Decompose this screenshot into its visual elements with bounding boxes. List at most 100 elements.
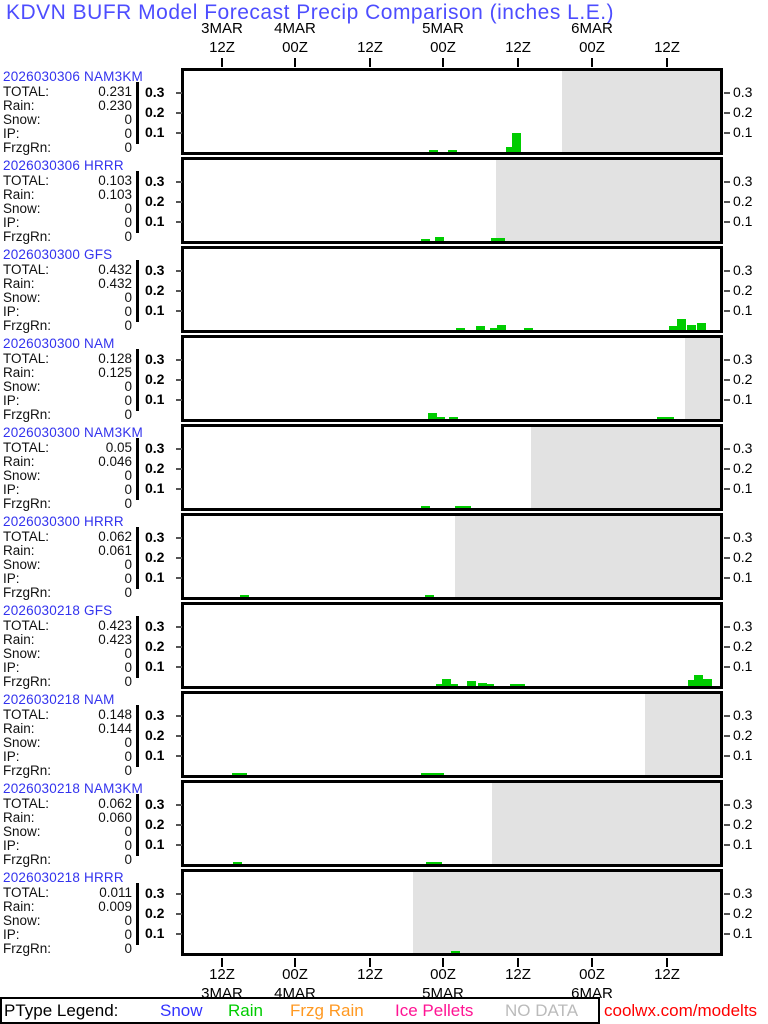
stats-divider (136, 883, 139, 945)
stats-divider (136, 705, 139, 767)
y-axis-label-right: 0.3 (733, 618, 753, 634)
plot-area (181, 68, 723, 155)
panel-model-header: 2026030218 NAM3KM (3, 781, 143, 796)
bottom-axis-tick (221, 958, 223, 967)
stat-label-total: TOTAL: (3, 707, 50, 722)
y-axis-tick-right (724, 804, 730, 806)
stat-label-snow: Snow: (3, 468, 41, 483)
stat-value-ip: 0 (124, 838, 132, 853)
precip-bar (421, 506, 431, 508)
stat-value-total: 0.231 (98, 84, 132, 99)
y-axis-tick-left (176, 359, 182, 361)
top-axis-day-label: 5MAR (422, 20, 464, 37)
top-axis-hour-label: 12Z (654, 39, 680, 56)
y-axis-tick-right (724, 933, 730, 935)
y-axis-tick-right (724, 112, 730, 114)
stat-label-snow: Snow: (3, 913, 41, 928)
y-axis-label-right: 0.3 (733, 262, 753, 278)
stat-value-ip: 0 (124, 482, 132, 497)
top-axis-hour-label: 00Z (430, 39, 456, 56)
precip-bar (476, 325, 486, 330)
stat-value-rain: 0.046 (98, 454, 132, 469)
top-axis-tick (517, 58, 519, 67)
stat-label-rain: Rain: (3, 98, 35, 113)
forecast-panel: 2026030218 HRRR TOTAL: 0.011 Rain: 0.009 Snow… (0, 869, 768, 958)
precip-bar (427, 772, 437, 775)
y-axis-tick-left (176, 804, 182, 806)
stat-value-rain: 0.423 (98, 632, 132, 647)
top-axis-day-label: 6MAR (571, 20, 613, 37)
y-axis-tick-left (176, 468, 182, 470)
credit-link[interactable]: coolwx.com/modelts (604, 1001, 758, 1020)
stats-divider (136, 438, 139, 500)
y-axis-label-right: 0.2 (733, 727, 753, 743)
y-axis-tick-right (724, 913, 730, 915)
stat-value-total: 0.432 (98, 262, 132, 277)
y-axis-label-right: 0.3 (733, 173, 753, 189)
y-axis-label-left: 0.3 (145, 84, 165, 100)
y-axis-label-left: 0.3 (145, 351, 165, 367)
stat-value-rain: 0.230 (98, 98, 132, 113)
y-axis-tick-right (724, 577, 730, 579)
stat-value-frzgrn: 0 (124, 229, 132, 244)
panel-model-header: 2026030300 HRRR (3, 514, 124, 529)
y-axis-label-right: 0.1 (733, 747, 753, 763)
no-data-region (685, 338, 720, 419)
y-axis-tick-left (176, 201, 182, 203)
y-axis-label-left: 0.1 (145, 213, 165, 229)
stat-value-ip: 0 (124, 126, 132, 141)
stat-label-total: TOTAL: (3, 796, 50, 811)
plot-area (181, 780, 723, 867)
stat-value-snow: 0 (124, 557, 132, 572)
legend-item-ice-pellets: Ice Pellets (395, 1001, 474, 1020)
y-axis-label-right: 0.3 (733, 84, 753, 100)
y-axis-label-right: 0.1 (733, 302, 753, 318)
y-axis-label-right: 0.3 (733, 796, 753, 812)
y-axis-tick-left (176, 933, 182, 935)
stat-label-ip: IP: (3, 571, 20, 586)
y-axis-label-left: 0.3 (145, 796, 165, 812)
y-axis-label-left: 0.2 (145, 193, 165, 209)
stat-label-frzgrn: FrzgRn: (3, 763, 52, 778)
panel-model-header: 2026030218 HRRR (3, 870, 124, 885)
y-axis-tick-left (176, 715, 182, 717)
precip-bar (449, 417, 459, 419)
panel-model-header: 2026030300 NAM (3, 336, 115, 351)
y-axis-tick-right (724, 290, 730, 292)
stat-value-snow: 0 (124, 201, 132, 216)
stat-label-frzgrn: FrzgRn: (3, 852, 52, 867)
stat-label-snow: Snow: (3, 646, 41, 661)
plot-area (181, 424, 723, 511)
y-axis-tick-right (724, 893, 730, 895)
stat-label-frzgrn: FrzgRn: (3, 674, 52, 689)
bottom-axis-tick (666, 958, 668, 967)
stat-label-ip: IP: (3, 126, 20, 141)
bottom-axis-hour-label: 00Z (430, 966, 456, 983)
stat-label-total: TOTAL: (3, 351, 50, 366)
y-axis-label-left: 0.3 (145, 173, 165, 189)
stat-value-snow: 0 (124, 735, 132, 750)
y-axis-label-left: 0.2 (145, 104, 165, 120)
stat-value-frzgrn: 0 (124, 140, 132, 155)
top-axis-hour-label: 12Z (209, 39, 235, 56)
stat-label-total: TOTAL: (3, 262, 50, 277)
legend-label: PType Legend: (4, 1001, 119, 1020)
precip-bar (434, 773, 444, 775)
precip-bar (421, 239, 431, 241)
y-axis-tick-left (176, 181, 182, 183)
y-axis-label-right: 0.1 (733, 391, 753, 407)
y-axis-label-right: 0.3 (733, 440, 753, 456)
stat-value-snow: 0 (124, 379, 132, 394)
precip-bar (232, 773, 242, 775)
precip-bar (696, 322, 706, 330)
stat-value-total: 0.011 (99, 885, 132, 900)
y-axis-tick-right (724, 824, 730, 826)
y-axis-tick-left (176, 666, 182, 668)
panel-model-header: 2026030300 NAM3KM (3, 425, 143, 440)
y-axis-label-right: 0.2 (733, 460, 753, 476)
bottom-axis-hour-label: 00Z (282, 966, 308, 983)
stat-value-frzgrn: 0 (124, 407, 132, 422)
y-axis-label-left: 0.1 (145, 836, 165, 852)
precip-bar (687, 679, 697, 686)
